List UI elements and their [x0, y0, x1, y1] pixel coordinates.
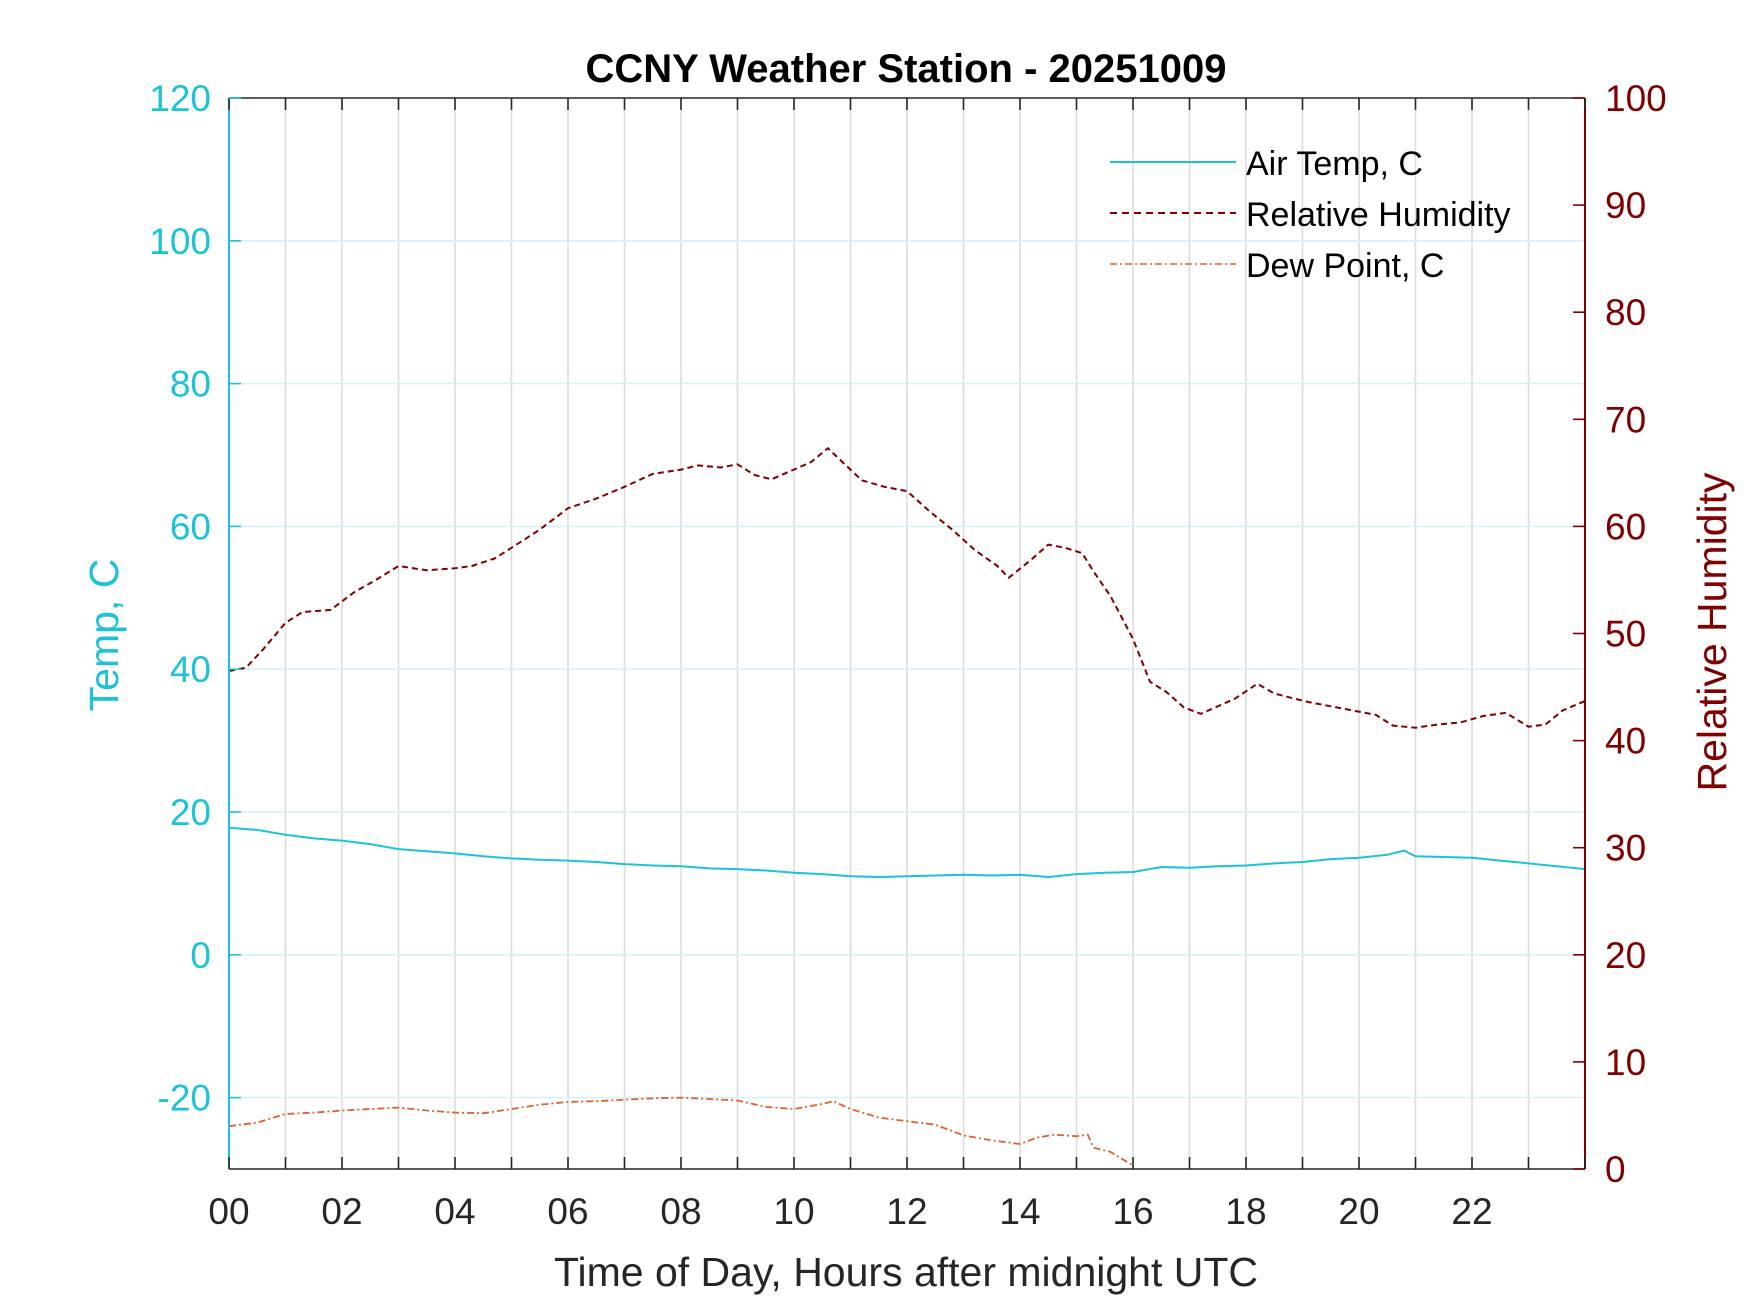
x-tick-label: 10	[773, 1191, 814, 1232]
y-left-tick-label: 0	[190, 935, 211, 976]
x-tick-label: 00	[208, 1191, 249, 1232]
x-tick-label: 04	[434, 1191, 475, 1232]
x-tick-label: 06	[547, 1191, 588, 1232]
x-tick-label: 18	[1225, 1191, 1266, 1232]
y-left-tick-label: 40	[170, 649, 211, 690]
y-right-tick-label: 40	[1605, 721, 1646, 762]
legend-label-air-temp: Air Temp, C	[1246, 145, 1423, 183]
series-line-dew-point	[229, 1096, 1134, 1167]
legend-label-relative-humidity: Relative Humidity	[1246, 196, 1511, 234]
x-tick-label: 12	[886, 1191, 927, 1232]
y-right-tick-label: 80	[1605, 292, 1646, 333]
y-left-tick-label: 100	[149, 221, 211, 262]
series-line-air-temp	[229, 826, 1585, 878]
legend: Air Temp, C Relative Humidity Dew Point,…	[1110, 145, 1511, 285]
x-tick-label: 22	[1451, 1191, 1492, 1232]
y-right-tick-label: 50	[1605, 614, 1646, 655]
series-line-relative-humidity	[229, 447, 1585, 729]
series-lines	[229, 447, 1585, 1167]
y-right-tick-label: 100	[1605, 78, 1667, 119]
tick-labels: 00 02 04 06 08 10 12 14 16 18 20 22120100806040200-…	[149, 78, 1666, 1232]
y-left-tick-label: 60	[170, 506, 211, 547]
y-right-tick-label: 60	[1605, 506, 1646, 547]
legend-label-dew-point: Dew Point, C	[1246, 247, 1444, 285]
y-right-tick-label: 20	[1605, 935, 1646, 976]
y-right-tick-label: 0	[1605, 1149, 1626, 1190]
y-left-tick-label: 120	[149, 78, 211, 119]
x-tick-label: 14	[999, 1191, 1040, 1232]
grid-lines	[229, 98, 1585, 1169]
y-left-tick-label: 80	[170, 364, 211, 405]
x-axis-label: Time of Day, Hours after midnight UTC	[554, 1249, 1258, 1295]
x-tick-label: 20	[1338, 1191, 1379, 1232]
y-right-tick-label: 10	[1605, 1042, 1646, 1083]
x-tick-label: 08	[660, 1191, 701, 1232]
y-left-tick-label: -20	[158, 1078, 211, 1119]
y-axis-left-label: Temp, C	[81, 559, 127, 712]
y-left-tick-label: 20	[170, 792, 211, 833]
chart-title: CCNY Weather Station - 20251009	[586, 47, 1227, 91]
y-right-tick-label: 70	[1605, 399, 1646, 440]
x-tick-label: 02	[321, 1191, 362, 1232]
x-tick-label: 16	[1112, 1191, 1153, 1232]
y-right-tick-label: 90	[1605, 185, 1646, 226]
y-right-tick-label: 30	[1605, 828, 1646, 869]
axes	[228, 97, 1586, 1170]
y-axis-right-label: Relative Humidity	[1689, 472, 1735, 791]
